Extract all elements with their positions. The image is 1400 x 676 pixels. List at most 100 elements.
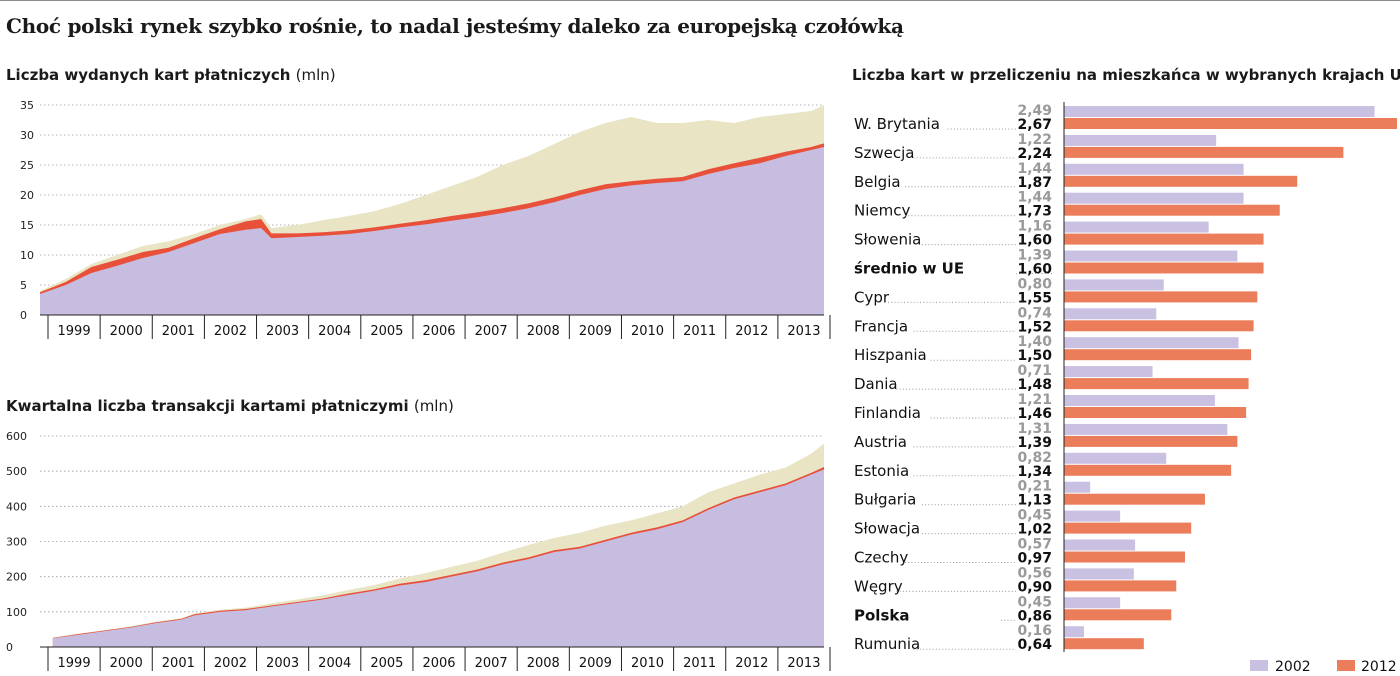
cards-y-tick-label: 25 bbox=[20, 159, 34, 172]
value-label-2012: 1,13 bbox=[1017, 493, 1052, 509]
bar-2012 bbox=[1064, 205, 1280, 216]
value-label-2012: 1,02 bbox=[1017, 522, 1052, 538]
bar-2012 bbox=[1064, 234, 1264, 245]
bar-2002 bbox=[1064, 366, 1153, 377]
transactions-x-tick-label: 1999 bbox=[58, 656, 91, 671]
bar-2002 bbox=[1064, 597, 1120, 608]
transactions-x-tick-label: 2000 bbox=[110, 656, 143, 671]
value-label-2012: 1,60 bbox=[1017, 233, 1052, 249]
legend-label-2002: 2002 bbox=[1275, 659, 1311, 675]
country-label: Słowenia bbox=[854, 231, 921, 249]
transactions-x-tick-label: 2003 bbox=[266, 656, 299, 671]
value-label-2012: 0,97 bbox=[1017, 551, 1052, 567]
value-label-2012: 2,24 bbox=[1017, 146, 1052, 162]
bar-2012 bbox=[1064, 580, 1176, 591]
country-label: Węgry bbox=[854, 577, 903, 595]
value-label-2012: 1,55 bbox=[1017, 290, 1052, 306]
bar-2002 bbox=[1064, 222, 1209, 233]
country-label: Finlandia bbox=[854, 404, 921, 422]
country-label: Bułgaria bbox=[854, 491, 916, 509]
bar-2012 bbox=[1064, 523, 1191, 534]
cards-x-tick-label: 2005 bbox=[370, 324, 403, 339]
per-capita-chart: W. Brytania 2,492,67 Szwecja 1,222,24 Belgia… bbox=[854, 102, 1397, 675]
cards-x-tick-label: 2003 bbox=[266, 324, 299, 339]
cards-y-tick-label: 5 bbox=[20, 279, 27, 292]
cards-y-tick-label: 15 bbox=[20, 219, 34, 232]
cards-x-tick-label: 2007 bbox=[475, 324, 508, 339]
value-label-2012: 0,64 bbox=[1017, 637, 1052, 653]
value-label-2012: 1,34 bbox=[1017, 464, 1052, 480]
cards-x-tick-label: 2001 bbox=[162, 324, 195, 339]
value-label-2012: 1,48 bbox=[1017, 377, 1052, 393]
cards-y-tick-label: 30 bbox=[20, 129, 34, 142]
value-label-2012: 1,52 bbox=[1017, 319, 1052, 335]
country-label: średnio w UE bbox=[854, 260, 964, 278]
bar-2002 bbox=[1064, 424, 1227, 435]
cards-x-tick-label: 2006 bbox=[422, 324, 455, 339]
bar-2002 bbox=[1064, 308, 1156, 319]
cards-x-tick-label: 2002 bbox=[214, 324, 247, 339]
bar-2002 bbox=[1064, 164, 1244, 175]
bar-2012 bbox=[1064, 118, 1397, 129]
bar-2002 bbox=[1064, 251, 1237, 262]
bar-2012 bbox=[1064, 407, 1246, 418]
legend-swatch-2012 bbox=[1337, 660, 1355, 671]
bar-2012 bbox=[1064, 494, 1205, 505]
cards-x-tick-label: 2008 bbox=[527, 324, 560, 339]
bar-2002 bbox=[1064, 279, 1164, 290]
country-label: Niemcy bbox=[854, 202, 910, 220]
country-label: Czechy bbox=[854, 549, 908, 567]
transactions-y-tick-label: 300 bbox=[6, 536, 27, 549]
transactions-y-tick-label: 500 bbox=[6, 465, 27, 478]
cards-x-tick-label: 2004 bbox=[318, 324, 351, 339]
bar-2012 bbox=[1064, 147, 1343, 158]
value-label-2012: 1,87 bbox=[1017, 175, 1052, 191]
transactions-x-tick-label: 2011 bbox=[683, 656, 716, 671]
country-label: Rumunia bbox=[854, 635, 920, 653]
transactions-x-tick-label: 2008 bbox=[527, 656, 560, 671]
bar-2012 bbox=[1064, 436, 1237, 447]
cards-x-tick-label: 2000 bbox=[110, 324, 143, 339]
bar-2002 bbox=[1064, 482, 1090, 493]
country-label: Dania bbox=[854, 375, 898, 393]
country-label: Słowacja bbox=[854, 520, 920, 538]
bar-2002 bbox=[1064, 511, 1120, 522]
cards-chart: 0 5 10 15 20 25 30 35 1999 2000 2001 2002 2003 2004 20… bbox=[20, 99, 830, 339]
transactions-x-tick-label: 2004 bbox=[318, 656, 351, 671]
bar-2002 bbox=[1064, 135, 1216, 146]
bar-2012 bbox=[1064, 465, 1231, 476]
value-label-2012: 1,73 bbox=[1017, 204, 1052, 220]
value-label-2012: 1,39 bbox=[1017, 435, 1052, 451]
country-label: Estonia bbox=[854, 462, 909, 480]
legend: 2002 2012 bbox=[1250, 659, 1397, 675]
value-label-2012: 1,60 bbox=[1017, 262, 1052, 278]
value-label-2012: 0,90 bbox=[1017, 579, 1052, 595]
bar-2002 bbox=[1064, 568, 1134, 579]
bar-2012 bbox=[1064, 176, 1297, 187]
transactions-x-tick-label: 2002 bbox=[214, 656, 247, 671]
transactions-chart: 01002003004005006001999 2000 2001 2002 2003 2… bbox=[6, 430, 830, 671]
country-label: W. Brytania bbox=[854, 115, 940, 133]
country-label: Francja bbox=[854, 317, 908, 335]
transactions-x-tick-label: 2012 bbox=[735, 656, 768, 671]
cards-x-tick-label: 1999 bbox=[58, 324, 91, 339]
cards-y-tick-label: 0 bbox=[20, 309, 27, 322]
value-label-2012: 2,67 bbox=[1017, 117, 1052, 133]
cards-x-tick-label: 2012 bbox=[735, 324, 768, 339]
value-label-2012: 1,46 bbox=[1017, 406, 1052, 422]
bar-2012 bbox=[1064, 349, 1251, 360]
cards-y-tick-label: 10 bbox=[20, 249, 34, 262]
transactions-y-tick-label: 100 bbox=[6, 606, 27, 619]
transactions-x-tick-label: 2013 bbox=[787, 656, 820, 671]
bar-2002 bbox=[1064, 337, 1239, 348]
country-label: Szwecja bbox=[854, 144, 915, 162]
transactions-y-tick-label: 200 bbox=[6, 571, 27, 584]
country-label: Belgia bbox=[854, 173, 901, 191]
value-label-2012: 1,50 bbox=[1017, 348, 1052, 364]
country-label: Cypr bbox=[854, 288, 890, 306]
cards-x-tick-label: 2011 bbox=[683, 324, 716, 339]
bar-2002 bbox=[1064, 193, 1244, 204]
transactions-x-tick-label: 2005 bbox=[370, 656, 403, 671]
transactions-y-tick-label: 600 bbox=[6, 430, 27, 443]
